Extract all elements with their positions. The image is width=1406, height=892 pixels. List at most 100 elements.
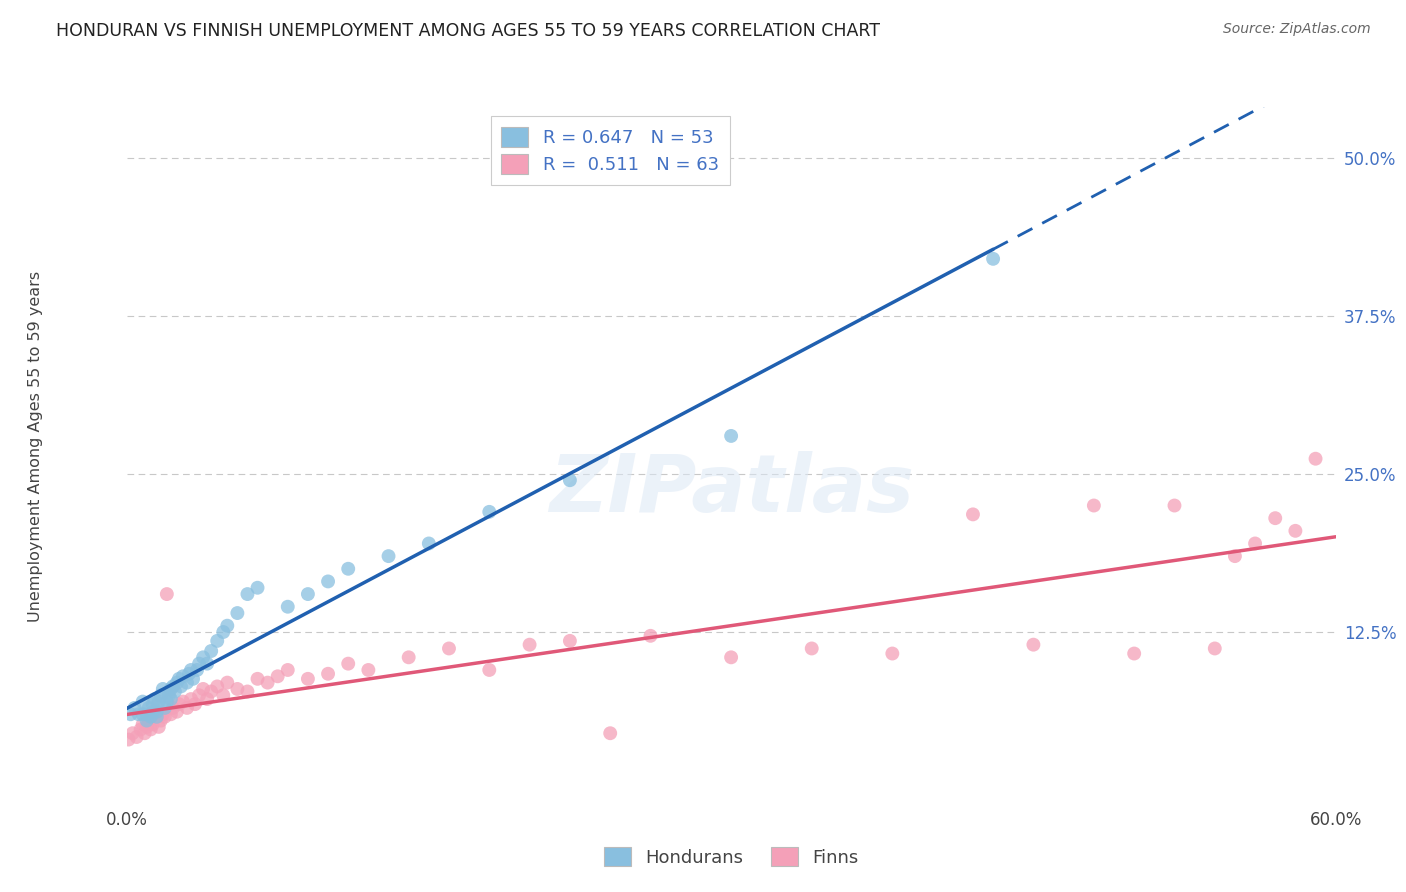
Point <box>131 717 153 731</box>
Point <box>162 680 184 694</box>
Point <box>139 710 162 724</box>
Point <box>128 707 150 722</box>
Text: HONDURAN VS FINNISH UNEMPLOYMENT AMONG AGES 55 TO 59 YEARS CORRELATION CHART: HONDURAN VS FINNISH UNEMPLOYMENT AMONG A… <box>56 22 880 40</box>
Point <box>1264 511 1286 525</box>
Point <box>142 717 165 731</box>
Point <box>181 672 204 686</box>
Point <box>166 705 188 719</box>
Point <box>157 688 180 702</box>
Point <box>1022 638 1045 652</box>
Point <box>437 641 460 656</box>
Point <box>146 705 169 719</box>
Point <box>357 663 380 677</box>
Point <box>337 657 360 671</box>
Point <box>180 692 202 706</box>
Point <box>377 549 399 563</box>
Point <box>212 688 235 702</box>
Point <box>1305 451 1327 466</box>
Point <box>146 710 169 724</box>
Point <box>156 587 179 601</box>
Point <box>167 697 190 711</box>
Point <box>200 644 222 658</box>
Point <box>148 695 170 709</box>
Point <box>640 629 662 643</box>
Point <box>188 688 211 702</box>
Point <box>124 701 146 715</box>
Point <box>1284 524 1306 538</box>
Point <box>160 681 183 696</box>
Point <box>177 666 200 681</box>
Point <box>277 599 299 614</box>
Point <box>720 429 742 443</box>
Text: ZIPatlas: ZIPatlas <box>548 450 914 529</box>
Point <box>720 650 742 665</box>
Point <box>267 669 290 683</box>
Point <box>139 723 162 737</box>
Point <box>316 666 339 681</box>
Point <box>129 723 152 737</box>
Point <box>120 707 142 722</box>
Point <box>800 641 823 656</box>
Point <box>205 633 228 648</box>
Text: Source: ZipAtlas.com: Source: ZipAtlas.com <box>1223 22 1371 37</box>
Point <box>163 684 186 698</box>
Point <box>131 707 153 722</box>
Point <box>188 657 211 671</box>
Point <box>135 714 157 728</box>
Point <box>138 714 160 728</box>
Point <box>236 684 259 698</box>
Point <box>176 701 198 715</box>
Point <box>191 650 214 665</box>
Point <box>121 726 143 740</box>
Point <box>138 701 160 715</box>
Point <box>1244 536 1267 550</box>
Point <box>558 633 581 648</box>
Point <box>125 730 148 744</box>
Point <box>186 663 208 677</box>
Point <box>256 675 278 690</box>
Point <box>277 663 299 677</box>
Point <box>418 536 440 550</box>
Point <box>337 562 360 576</box>
Point <box>152 707 174 722</box>
Point <box>1163 499 1185 513</box>
Point <box>226 681 249 696</box>
Point <box>398 650 420 665</box>
Point <box>981 252 1004 266</box>
Point <box>558 473 581 487</box>
Point <box>176 675 198 690</box>
Point <box>297 587 319 601</box>
Point <box>962 508 984 522</box>
Point <box>478 663 501 677</box>
Point <box>217 675 239 690</box>
Point <box>153 710 176 724</box>
Point <box>217 618 239 632</box>
Point <box>149 714 172 728</box>
Point <box>143 710 166 724</box>
Text: Unemployment Among Ages 55 to 59 years: Unemployment Among Ages 55 to 59 years <box>28 270 42 622</box>
Point <box>184 697 207 711</box>
Point <box>599 726 621 740</box>
Point <box>131 695 153 709</box>
Point <box>297 672 319 686</box>
Point <box>200 684 222 698</box>
Point <box>212 625 235 640</box>
Point <box>195 692 218 706</box>
Point <box>246 672 269 686</box>
Point <box>162 701 184 715</box>
Legend: Hondurans, Finns: Hondurans, Finns <box>596 839 866 874</box>
Point <box>117 732 139 747</box>
Point <box>180 663 202 677</box>
Point <box>167 672 190 686</box>
Point <box>882 647 904 661</box>
Point <box>1223 549 1246 563</box>
Point <box>1123 647 1146 661</box>
Point <box>142 705 165 719</box>
Point <box>143 692 166 706</box>
Point <box>172 669 194 683</box>
Point <box>172 695 194 709</box>
Point <box>316 574 339 589</box>
Point <box>148 720 170 734</box>
Point <box>1083 499 1105 513</box>
Point <box>134 726 156 740</box>
